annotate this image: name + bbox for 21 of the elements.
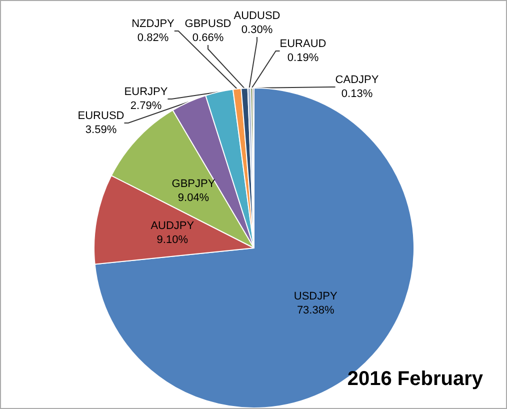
data-label: 9.04% (178, 192, 210, 204)
data-label: 0.66% (192, 32, 224, 44)
data-label: 73.38% (296, 304, 334, 317)
slice-label: AUDJPY (150, 220, 195, 232)
slice-label: AUDUSD (234, 10, 280, 22)
data-label: 2.79% (130, 100, 162, 112)
slice-label: EURAUD (280, 38, 326, 50)
data-label: 9.10% (156, 234, 188, 246)
data-label: 3.59% (85, 124, 117, 136)
slice-label: EURUSD (78, 110, 124, 122)
slice-label: EURJPY (124, 86, 168, 98)
text: 2016 February (347, 368, 484, 390)
slice-label: GBPJPY (172, 178, 216, 190)
slice-label: CADJPY (335, 74, 380, 86)
data-label: 0.19% (287, 52, 319, 64)
slice-label: GBPUSD (184, 18, 232, 30)
data-label: 0.30% (241, 24, 273, 36)
data-label: 0.82% (137, 32, 169, 44)
data-label: 0.13% (341, 88, 373, 100)
slice-label: USDJPY (294, 290, 338, 303)
slice-label: NZDJPY (132, 18, 176, 30)
